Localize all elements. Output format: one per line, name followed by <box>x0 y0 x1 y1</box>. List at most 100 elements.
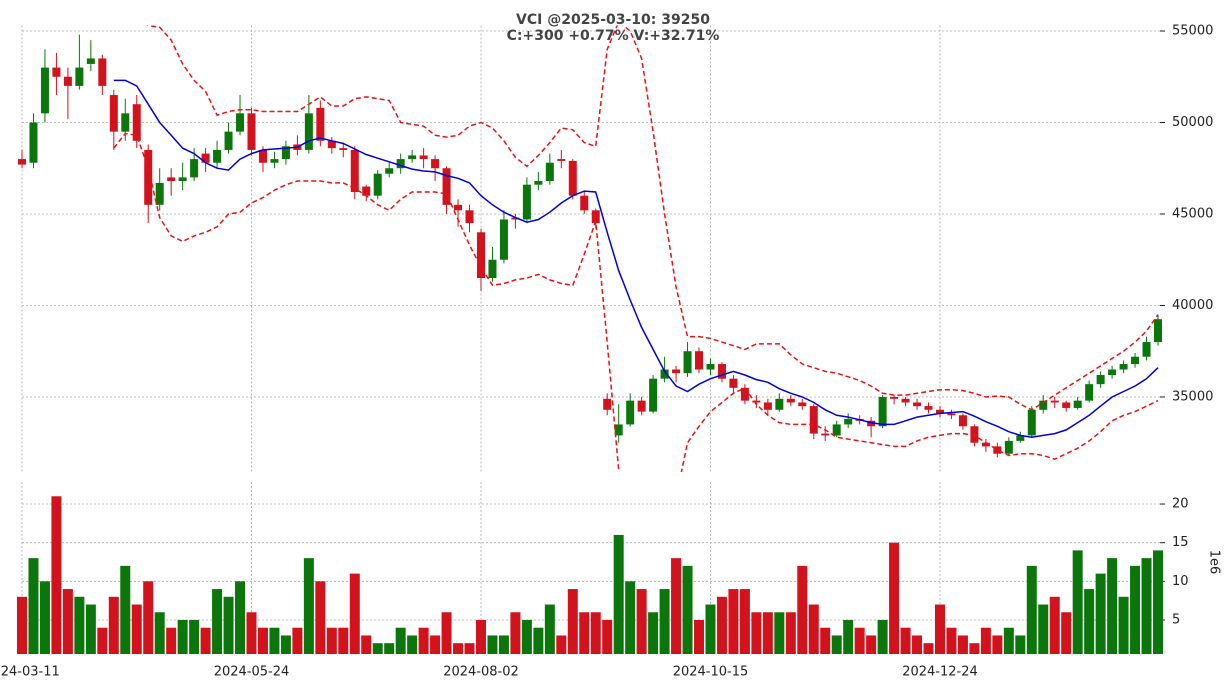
candle-body <box>534 181 543 185</box>
candle-body <box>981 442 990 447</box>
candle-body <box>821 433 830 436</box>
volume-bar <box>39 581 50 654</box>
candle-body <box>626 400 635 425</box>
candle-body <box>18 159 26 165</box>
candle-body <box>1062 402 1071 408</box>
candle-body <box>1004 440 1013 454</box>
volume-bar <box>51 496 62 654</box>
candle-body <box>339 148 348 150</box>
candle-body <box>1073 400 1082 408</box>
bollinger-band-line <box>146 25 1159 411</box>
x-tick-label: 2024-12-24 <box>902 665 978 680</box>
candle-body <box>1039 400 1048 410</box>
volume-bar <box>866 635 877 654</box>
candle-body <box>40 67 49 114</box>
volume-bar <box>430 635 441 654</box>
volume-bar <box>934 604 945 654</box>
volume-bar <box>74 596 85 654</box>
candle-body <box>178 177 187 182</box>
volume-bar <box>590 612 601 654</box>
candle-body <box>224 131 233 150</box>
candle-body <box>649 378 658 412</box>
candle-body <box>304 113 313 150</box>
candle-body <box>878 396 887 427</box>
x-tick-label: 2024-03-11 <box>0 665 60 680</box>
candle-body <box>763 402 772 410</box>
volume-axis-label: 1e6 <box>1207 550 1222 575</box>
volume-bar <box>671 558 682 654</box>
volume-bar <box>303 558 314 654</box>
volume-bar <box>407 635 418 654</box>
y2-tick-label: 5 <box>1172 612 1180 627</box>
volume-bar <box>1038 604 1049 654</box>
x-tick-label: 2024-10-15 <box>673 665 749 680</box>
candle-body <box>488 259 497 279</box>
volume-bar <box>1003 627 1014 654</box>
volume-bar <box>361 635 372 654</box>
moving-average-line <box>113 79 1159 438</box>
volume-bar <box>292 627 303 654</box>
volume-bar <box>969 643 980 654</box>
grid: 35000 40000 45000 50000 55000 5 10 15 20 2024-03-… <box>0 23 1213 679</box>
candle-body <box>1027 409 1036 436</box>
volume-bar <box>636 589 647 654</box>
candle-body <box>1085 384 1094 401</box>
volume-bar <box>372 643 383 654</box>
volume-bar <box>475 619 486 654</box>
volume-bar <box>785 612 796 654</box>
volume-bar <box>854 627 865 654</box>
candle-body <box>281 146 290 160</box>
candle-body <box>132 104 141 141</box>
x-tick-label: 2024-05-24 <box>214 665 290 680</box>
candle-body <box>499 219 508 260</box>
volume-bar <box>877 619 888 654</box>
volume-bar <box>521 619 532 654</box>
volume-bar <box>682 565 693 654</box>
y-tick-label: 35000 <box>1172 389 1213 404</box>
volume-bar <box>980 627 991 654</box>
volume-bar <box>648 612 659 654</box>
candle-body <box>247 113 256 150</box>
candle-body <box>1154 319 1162 343</box>
volume-bar <box>487 635 498 654</box>
candle-body <box>798 402 807 407</box>
volume-bar <box>739 589 750 654</box>
candle-body <box>121 113 130 132</box>
volume-bar <box>1118 596 1129 654</box>
x-tick-label: 2024-08-02 <box>443 665 519 680</box>
volume-bar <box>326 627 337 654</box>
volume-bar <box>544 604 555 654</box>
volume-bar <box>223 596 234 654</box>
candle-body <box>350 149 359 193</box>
volume-bar <box>533 627 544 654</box>
candle-body <box>1050 400 1059 403</box>
volume-bar <box>418 627 429 654</box>
candle-body <box>167 177 176 182</box>
candle-body <box>396 159 405 169</box>
volume-bar <box>843 619 854 654</box>
volume-bar <box>900 627 911 654</box>
candle-body <box>695 351 704 370</box>
candle-body <box>75 67 84 86</box>
volume-bar <box>694 619 705 654</box>
candle-body <box>1016 435 1025 441</box>
volume-bar <box>1026 565 1037 654</box>
volume-bar <box>85 604 96 654</box>
candle-body <box>155 182 164 205</box>
volume-bar <box>923 643 934 654</box>
candle-body <box>190 159 199 178</box>
candle-body <box>568 160 577 196</box>
candle-body <box>1096 375 1105 385</box>
candle-body <box>316 107 325 141</box>
candle-body <box>935 409 944 414</box>
volume-bar <box>820 627 831 654</box>
volume-bar <box>510 612 521 654</box>
candle-body <box>786 398 795 403</box>
y2-tick-label: 15 <box>1172 535 1189 550</box>
volume-bar <box>131 604 142 654</box>
candle-body <box>236 113 245 132</box>
y-tick-label: 45000 <box>1172 206 1213 221</box>
volume-bar <box>912 635 923 654</box>
candle-body <box>603 398 612 410</box>
volume-bar <box>257 627 268 654</box>
